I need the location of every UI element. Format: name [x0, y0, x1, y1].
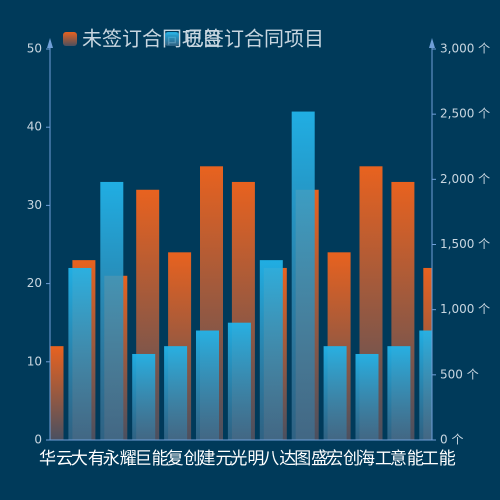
bar: [323, 346, 347, 440]
bar: [100, 181, 124, 440]
bar: [227, 322, 251, 440]
x-tick-label: 巨能: [135, 449, 169, 469]
x-tick-label: 复创: [167, 449, 201, 469]
legend-swatch: [165, 32, 179, 46]
y2-tick-label: 1,000 个: [440, 302, 490, 316]
y2-tick-label: 3,000 个: [440, 42, 490, 56]
y2-tick-label: 500 个: [440, 367, 479, 381]
legend-label: 未签订合同项目: [82, 27, 222, 51]
y-tick-label: 10: [27, 354, 42, 368]
legend-swatch: [63, 32, 77, 46]
bar: [291, 111, 315, 440]
y-axis-arrow: [47, 38, 53, 48]
bar: [259, 260, 283, 440]
x-tick-label: 大有: [71, 449, 105, 469]
x-tick-label: 意能: [390, 449, 424, 469]
x-tick-label: 永耀: [103, 449, 137, 469]
y2-tick-label: 2,500 个: [440, 107, 490, 121]
y-tick-label: 40: [27, 120, 42, 134]
bar: [387, 346, 411, 440]
y-tick-label: 20: [27, 276, 42, 290]
x-tick-label: 华云: [39, 449, 73, 469]
x-tick-label: 工能: [422, 449, 456, 469]
bar: [419, 330, 432, 440]
bar: [164, 346, 188, 440]
x-tick-label: 建元: [199, 449, 233, 469]
y2-axis-arrow: [429, 38, 435, 48]
y-tick-label: 50: [27, 42, 42, 56]
legend-label: 已签订合同项目: [184, 27, 324, 51]
x-tick-label: 宏创: [326, 449, 360, 469]
x-tick-label: 八达: [262, 449, 296, 469]
y2-tick-label: 0 个: [440, 433, 463, 447]
x-tick-label: 图盛: [294, 449, 328, 469]
bar: [196, 330, 219, 440]
y2-tick-label: 1,500 个: [440, 237, 490, 251]
bar: [355, 353, 379, 440]
bar: [50, 346, 64, 440]
y2-tick-label: 2,000 个: [440, 172, 490, 186]
x-tick-label: 光明: [230, 449, 264, 469]
y-tick-label: 30: [27, 198, 42, 212]
y-tick-label: 0: [34, 433, 42, 447]
bar: [68, 267, 92, 440]
bar: [132, 353, 156, 440]
x-tick-label: 海工: [358, 449, 392, 469]
